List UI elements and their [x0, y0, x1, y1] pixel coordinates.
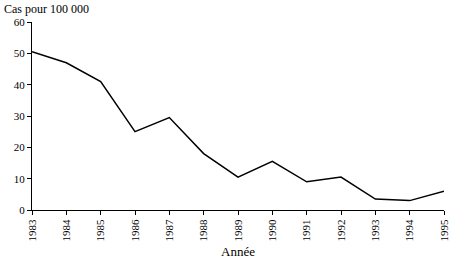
svg-text:1991: 1991	[300, 219, 312, 241]
svg-text:1988: 1988	[197, 219, 209, 242]
svg-text:1983: 1983	[26, 219, 38, 242]
svg-text:1989: 1989	[232, 219, 244, 242]
svg-text:Année: Année	[221, 244, 255, 259]
svg-text:1995: 1995	[438, 219, 450, 242]
svg-text:40: 40	[14, 79, 26, 91]
svg-text:1987: 1987	[163, 219, 175, 242]
svg-text:1985: 1985	[94, 219, 106, 242]
svg-text:1994: 1994	[403, 219, 415, 242]
svg-text:0: 0	[19, 204, 25, 216]
svg-text:1992: 1992	[335, 219, 347, 241]
svg-text:Cas pour 100 000: Cas pour 100 000	[4, 2, 89, 16]
svg-text:30: 30	[14, 110, 26, 122]
svg-text:10: 10	[14, 173, 26, 185]
svg-text:60: 60	[14, 16, 26, 28]
svg-text:20: 20	[14, 141, 26, 153]
svg-text:1993: 1993	[369, 219, 381, 242]
svg-text:1986: 1986	[129, 219, 141, 242]
svg-text:50: 50	[14, 47, 26, 59]
svg-text:1990: 1990	[266, 219, 278, 242]
svg-text:1984: 1984	[60, 219, 72, 242]
